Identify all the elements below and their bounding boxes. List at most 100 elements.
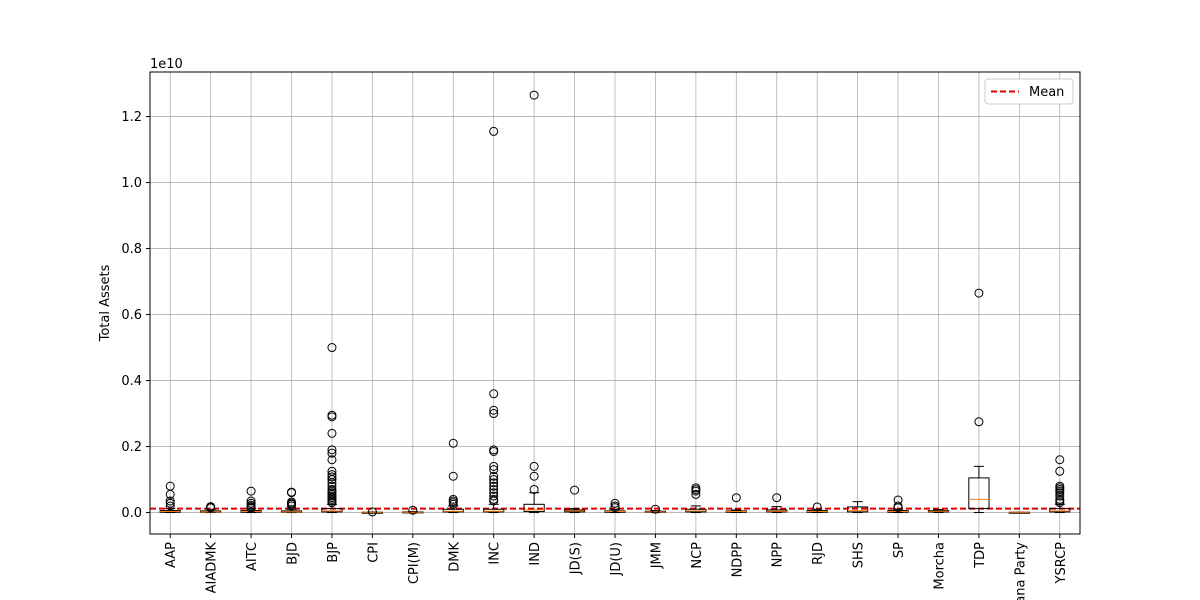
y-axis-label: Total Assets xyxy=(98,264,113,342)
box-jd-s- xyxy=(563,485,586,514)
y-tick-label: 0.0 xyxy=(121,506,142,521)
x-tick-label: AIADMK xyxy=(205,542,220,594)
outlier-point xyxy=(772,493,782,503)
outlier-point xyxy=(448,499,458,509)
outlier-point xyxy=(893,503,903,513)
x-tick-label: NCP xyxy=(690,542,705,569)
outlier-point xyxy=(489,405,499,415)
box-jmm xyxy=(644,504,667,514)
x-tick-label: AAP xyxy=(164,542,179,568)
box-aitc xyxy=(240,486,262,514)
box-shs xyxy=(847,501,869,514)
outlier-point xyxy=(489,496,499,506)
outlier-point xyxy=(246,496,256,506)
outlier-point xyxy=(974,288,984,298)
outlier-point xyxy=(367,507,377,517)
x-tick-label: SP xyxy=(892,542,907,558)
outlier-point xyxy=(165,501,175,511)
outlier-point xyxy=(327,498,337,508)
box-tdp xyxy=(968,288,990,514)
x-tick-label: Jana Party xyxy=(1013,542,1028,600)
box-aiadmk xyxy=(200,502,222,514)
outlier-point xyxy=(246,486,256,496)
outlier-point xyxy=(489,447,499,456)
x-tick-label: RJD xyxy=(811,542,826,565)
outlier-point xyxy=(610,498,620,508)
iqr-box xyxy=(442,508,464,513)
iqr-box xyxy=(523,503,545,513)
outlier-point xyxy=(489,478,499,488)
grid-lines xyxy=(150,72,1080,534)
outlier-point xyxy=(489,389,499,399)
box-ind xyxy=(523,90,545,514)
outlier-point xyxy=(529,461,539,471)
x-tick-label: TDP xyxy=(973,542,988,569)
box-ncp xyxy=(685,483,707,514)
box-morcha xyxy=(927,509,950,514)
box-aap xyxy=(159,481,181,514)
outlier-point xyxy=(287,488,297,498)
outlier-point xyxy=(165,498,175,508)
outlier-point xyxy=(529,90,539,100)
x-tick-label: CPI xyxy=(366,542,381,563)
outlier-point xyxy=(489,481,499,491)
iqr-box xyxy=(847,506,869,513)
box-jd-u- xyxy=(604,498,626,514)
outlier-point xyxy=(489,461,499,471)
x-tick-label: AITC xyxy=(245,542,260,571)
x-tick-label: JD(S) xyxy=(569,542,584,575)
box-inc xyxy=(483,126,505,514)
box-ysrcp xyxy=(1049,455,1071,514)
box-rjd xyxy=(806,502,828,514)
outlier-point xyxy=(489,465,499,475)
box-ndpp xyxy=(725,493,747,514)
x-tick-label: INC xyxy=(488,542,503,565)
box-jana-party xyxy=(1008,511,1030,514)
outlier-point xyxy=(489,409,499,419)
iqr-box xyxy=(968,477,990,510)
outlier-point xyxy=(691,489,701,499)
y-tick-label: 0.8 xyxy=(121,242,142,257)
legend-mean-label: Mean xyxy=(1029,85,1064,100)
iqr-box xyxy=(321,508,343,513)
outlier-point xyxy=(1055,466,1065,476)
box-sp xyxy=(887,495,909,514)
outlier-point xyxy=(1055,455,1065,465)
x-tick-label: BJP xyxy=(326,542,341,563)
outlier-point xyxy=(489,484,499,494)
box-bjp xyxy=(321,343,343,514)
box-bjd xyxy=(280,487,303,514)
y-tick-label: 1.2 xyxy=(121,110,142,125)
outlier-point xyxy=(731,493,741,503)
x-tick-label: JD(U) xyxy=(609,542,624,577)
outlier-point xyxy=(1055,491,1065,501)
x-tick-label: NPP xyxy=(771,542,786,568)
outlier-point xyxy=(691,486,701,496)
x-tick-label: CPI(M) xyxy=(407,542,422,584)
outlier-point xyxy=(812,502,822,512)
x-tick-label: NDPP xyxy=(730,542,745,578)
outlier-point xyxy=(489,491,499,501)
outlier-point xyxy=(246,503,256,513)
box-cpi xyxy=(361,507,384,517)
box-dmk xyxy=(442,438,464,514)
outlier-point xyxy=(1055,498,1065,508)
legend-box xyxy=(984,78,1074,105)
outlier-point xyxy=(489,471,499,481)
outlier-point xyxy=(489,475,499,485)
outlier-point xyxy=(408,505,418,515)
outlier-point xyxy=(610,503,620,513)
outlier-point xyxy=(165,489,175,499)
boxes-layer xyxy=(159,90,1071,517)
outlier-point xyxy=(570,485,580,495)
y-tick-label: 0.2 xyxy=(121,440,142,455)
outlier-point xyxy=(448,471,458,481)
x-tick-label: BJD xyxy=(286,542,301,565)
outlier-point xyxy=(529,471,539,481)
outlier-point xyxy=(327,445,337,455)
x-tick-label: JMM xyxy=(649,542,664,569)
x-tick-label: Morcha xyxy=(932,542,947,590)
outlier-point xyxy=(327,448,337,458)
outlier-point xyxy=(287,501,297,511)
